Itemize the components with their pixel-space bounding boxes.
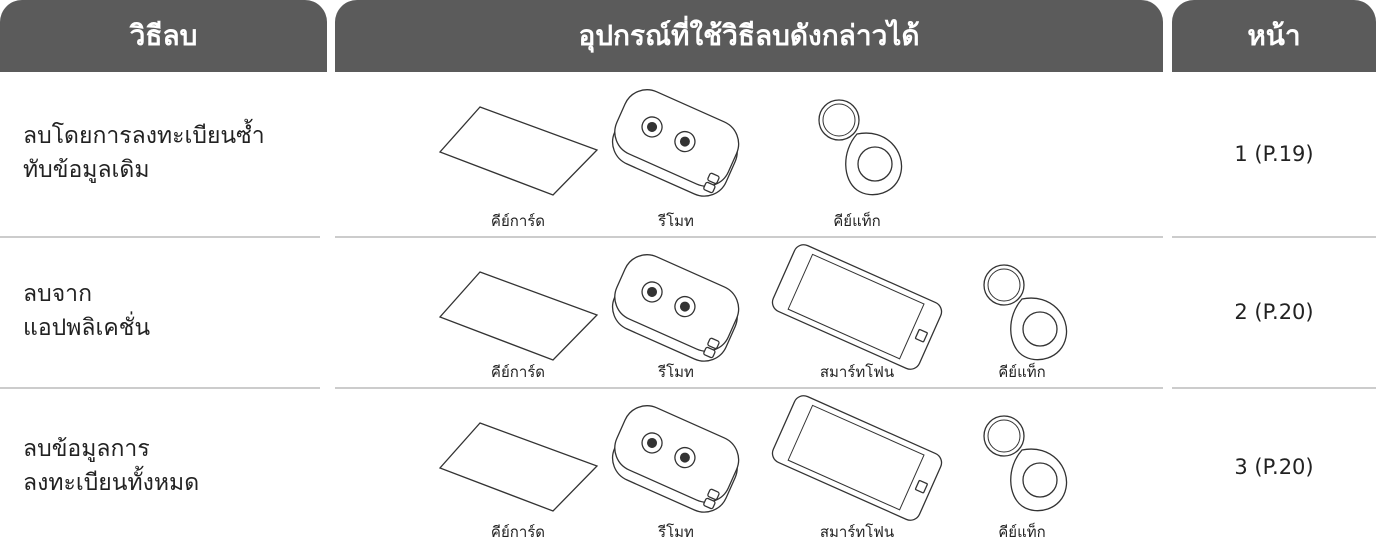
device-icon	[983, 415, 1068, 512]
header-method: วิธีลบ	[0, 0, 327, 72]
smartphone	[771, 395, 943, 521]
shape	[1022, 311, 1058, 347]
device-icon	[771, 395, 943, 521]
device-icon	[611, 254, 740, 362]
device-label: รีโมท	[658, 363, 694, 381]
key-ring	[983, 415, 1025, 457]
remote	[611, 254, 740, 362]
shape	[703, 181, 716, 194]
shape	[707, 337, 720, 350]
device-icon	[438, 106, 599, 196]
device-label: คีย์การ์ด	[490, 523, 546, 541]
shape	[647, 437, 658, 448]
key-ring	[822, 103, 856, 137]
header-page: หน้า	[1172, 0, 1376, 72]
method-line: ลบจาก	[23, 280, 93, 307]
key-ring	[818, 99, 860, 141]
key-ring	[983, 264, 1025, 306]
card	[438, 422, 599, 512]
device-label: รีโมท	[658, 212, 694, 230]
card	[438, 271, 599, 361]
remote	[611, 89, 740, 197]
method-text: ลบโดยการลงทะเบียนซ้ำทับข้อมูลเดิม	[23, 119, 265, 187]
method-line: แอปพลิเคชั่น	[23, 314, 151, 341]
device-label: คีย์แท็ก	[998, 523, 1046, 541]
device-label: คีย์การ์ด	[490, 363, 546, 381]
device-icon	[611, 89, 740, 197]
remote	[611, 405, 740, 513]
page-ref: 1 (P.19)	[1234, 141, 1314, 166]
shape	[707, 172, 720, 185]
shape	[914, 479, 928, 494]
smartphone	[771, 244, 943, 370]
card	[438, 106, 599, 196]
device-icon	[771, 244, 943, 370]
page-ref: 2 (P.20)	[1234, 299, 1314, 324]
device-icon	[983, 264, 1068, 361]
shape	[703, 497, 716, 510]
shape	[703, 346, 716, 359]
shape	[707, 488, 720, 501]
shape	[679, 136, 690, 147]
device-label: คีย์การ์ด	[490, 212, 546, 230]
shape	[857, 146, 893, 182]
device-label: สมาร์ทโฟน	[819, 523, 895, 541]
device-icon	[818, 99, 903, 196]
device-icon	[438, 422, 599, 512]
device-label: คีย์แท็ก	[833, 212, 881, 230]
method-text: ลบจากแอปพลิเคชั่น	[23, 277, 150, 345]
method-line: ลงทะเบียนทั้งหมด	[23, 470, 200, 496]
shape	[1022, 462, 1058, 498]
shape	[787, 253, 925, 360]
method-line: ลบข้อมูลการ	[23, 436, 150, 462]
device-label: สมาร์ทโฟน	[819, 363, 895, 381]
method-line: ลบโดยการลงทะเบียนซ้ำ	[23, 122, 265, 149]
header-devices: อุปกรณ์ที่ใช้วิธีลบดังกล่าวได้	[335, 0, 1163, 72]
key-ring	[987, 419, 1021, 453]
device-icon	[438, 271, 599, 361]
method-line: ทับข้อมูลเดิม	[23, 156, 150, 183]
shape	[914, 328, 928, 343]
key-ring	[987, 268, 1021, 302]
shape	[787, 404, 925, 511]
shape	[679, 301, 690, 312]
device-icon	[611, 405, 740, 513]
method-text: ลบข้อมูลการลงทะเบียนทั้งหมด	[23, 432, 199, 500]
shape	[679, 452, 690, 463]
device-label: รีโมท	[658, 523, 694, 541]
page-ref: 3 (P.20)	[1234, 455, 1314, 479]
device-label: คีย์แท็ก	[998, 363, 1046, 381]
shape	[647, 286, 658, 297]
shape	[647, 121, 658, 132]
